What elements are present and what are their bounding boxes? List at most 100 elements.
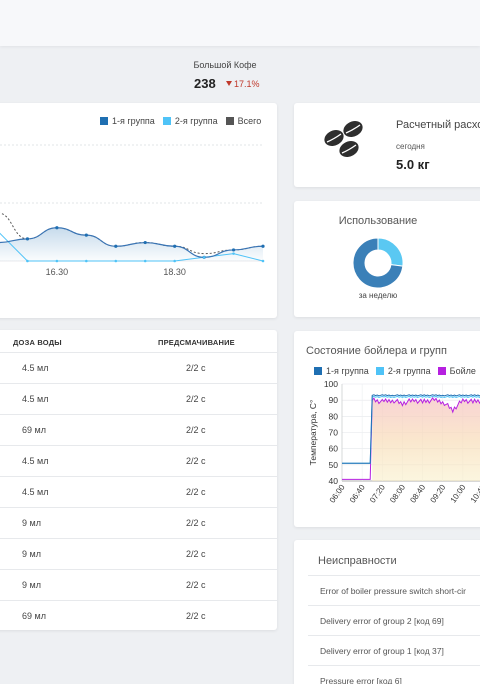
table-row[interactable]: 9 мл 2/2 с [0,569,277,600]
legend-item-total[interactable]: Всего [225,116,262,126]
series-line-group1 [342,394,480,464]
data-point-group2[interactable] [261,259,265,263]
legend-swatch [162,117,171,125]
data-point-group1[interactable] [25,237,30,241]
table-row[interactable]: 9 мл 2/2 с [0,538,277,569]
legend-label: 2-я группа [174,116,218,126]
faults-title: Неисправности [318,555,397,567]
donut-slice-group1[interactable] [352,237,404,289]
data-point-group1[interactable] [173,244,177,248]
data-point-group2[interactable] [232,252,235,255]
legend-swatch [314,367,322,375]
cell-preinfusion: 2/2 с [186,394,206,404]
x-tick-label: 18.30 [163,267,186,277]
table-row[interactable]: 4.5 мл 2/2 с [0,383,277,414]
column-header-water-dose[interactable]: ДОЗА ВОДЫ [13,338,62,347]
cell-water-dose: 4.5 мл [22,363,49,373]
chart-legend: 1-я группа 2-я группа Всего [100,116,261,126]
boiler-chart-card: Состояние бойлера и групп 1-я группа 2-я… [294,331,480,527]
legend-item-group2[interactable]: 2-я группа [162,116,218,126]
x-tick-label: 10:40 [469,483,480,505]
fault-text: Delivery error of group 1 [код 37] [320,646,444,656]
data-point-group1[interactable] [261,244,265,248]
x-tick-label: 09:20 [428,483,447,505]
legend-swatch [437,367,446,375]
series-line-group2 [0,232,264,262]
data-point-group2[interactable] [26,259,29,263]
coffee-title: Расчетный расхо [396,119,480,131]
legend-item-group2[interactable]: 2-я группа [375,366,431,376]
data-point-group2[interactable] [202,256,206,259]
cell-preinfusion: 2/2 с [186,425,206,435]
legend-item-group1[interactable]: 1-я группа [100,116,155,126]
cell-preinfusion: 2/2 с [186,611,206,621]
usage-title: Использование [338,215,418,227]
y-tick-label: 70 [329,428,339,438]
data-point-group2[interactable] [55,259,59,263]
cell-water-dose: 69 мл [22,611,46,621]
y-tick-label: 80 [329,411,339,421]
legend-swatch [225,117,234,125]
coffee-beans-icon [324,120,363,158]
top-bar [0,0,480,46]
column-header-preinfusion[interactable]: ПРЕДСМАЧИВАНИЕ [158,338,235,347]
donut-slice-group2[interactable] [377,237,404,267]
legend-item-group1[interactable]: 1-я группа [314,366,369,376]
fault-item[interactable]: Delivery error of group 2 [код 69] [308,605,480,635]
legend-label: 1-я группа [112,116,155,126]
cell-preinfusion: 2/2 с [186,363,206,373]
series-line-boiler [342,396,480,480]
boiler-area [372,398,480,481]
shots-table-card: ДОЗА ВОДЫ ПРЕДСМАЧИВАНИЕ 4.5 мл 2/2 с 4.5 … [0,330,277,630]
y-tick-label: 90 [329,395,339,405]
usage-donut-chart [352,237,404,289]
cell-water-dose: 4.5 мл [22,487,49,497]
table-row[interactable]: 69 мл 2/2 с [0,414,277,445]
table-row[interactable]: 9 мл 2/2 с [0,507,277,538]
data-point-group1[interactable] [55,226,59,230]
data-point-group1[interactable] [114,244,118,248]
fault-item[interactable]: Error of boiler pressure switch short-ci… [308,575,480,605]
data-point-group2[interactable] [114,259,118,263]
x-tick-label: 06:40 [348,483,367,505]
data-point-group1[interactable] [84,233,88,237]
legend-swatch [100,117,108,125]
legend-label: 2-я группа [387,366,431,376]
usage-period: за неделю [358,291,398,300]
data-point-group2[interactable] [85,259,88,263]
data-point-group1[interactable] [143,240,147,245]
boiler-legend: 1-я группа 2-я группа Бойле [314,366,476,376]
cell-water-dose: 69 мл [22,425,46,435]
fault-item[interactable]: Delivery error of group 1 [код 37] [308,635,480,665]
coffee-value: 5.0 кг [396,157,430,172]
y-tick-label: 100 [324,379,338,389]
y-tick-label: 60 [329,444,339,454]
table-row[interactable]: 69 мл 2/2 с [0,600,277,630]
legend-item-boiler[interactable]: Бойле [437,366,476,376]
usage-line-chart-card: 1-я группа 2-я группа Всего 16.30 18.30 [0,103,277,318]
data-point-group2[interactable] [143,259,147,263]
series-line-group1 [0,227,264,258]
x-tick-label: 16.30 [46,267,69,277]
fault-item[interactable]: Pressure error [код 6] [308,665,480,684]
kpi-value: 238 [194,76,216,91]
data-point-group2[interactable] [173,259,176,263]
data-point-group1[interactable] [231,248,236,252]
cell-preinfusion: 2/2 с [186,487,206,497]
legend-label: Всего [237,116,262,126]
kpi-label: Большой Кофе [193,60,257,70]
coffee-consumption-card: Расчетный расхо сегодня 5.0 кг [294,103,480,187]
table-header: ДОЗА ВОДЫ ПРЕДСМАЧИВАНИЕ [0,330,277,352]
table-row[interactable]: 4.5 мл 2/2 с [0,445,277,476]
table-row[interactable]: 4.5 мл 2/2 с [0,476,277,507]
trend-down-icon [226,81,232,86]
faults-card: Неисправности Error of boiler pressure s… [294,540,480,684]
x-tick-label: 07:20 [368,483,387,505]
fault-text: Error of boiler pressure switch short-ci… [320,586,466,596]
y-axis-title: Температура, С° [308,400,318,466]
cell-water-dose: 9 мл [22,518,41,528]
table-row[interactable]: 4.5 мл 2/2 с [0,352,277,383]
cell-water-dose: 9 мл [22,549,41,559]
legend-swatch [375,367,384,375]
